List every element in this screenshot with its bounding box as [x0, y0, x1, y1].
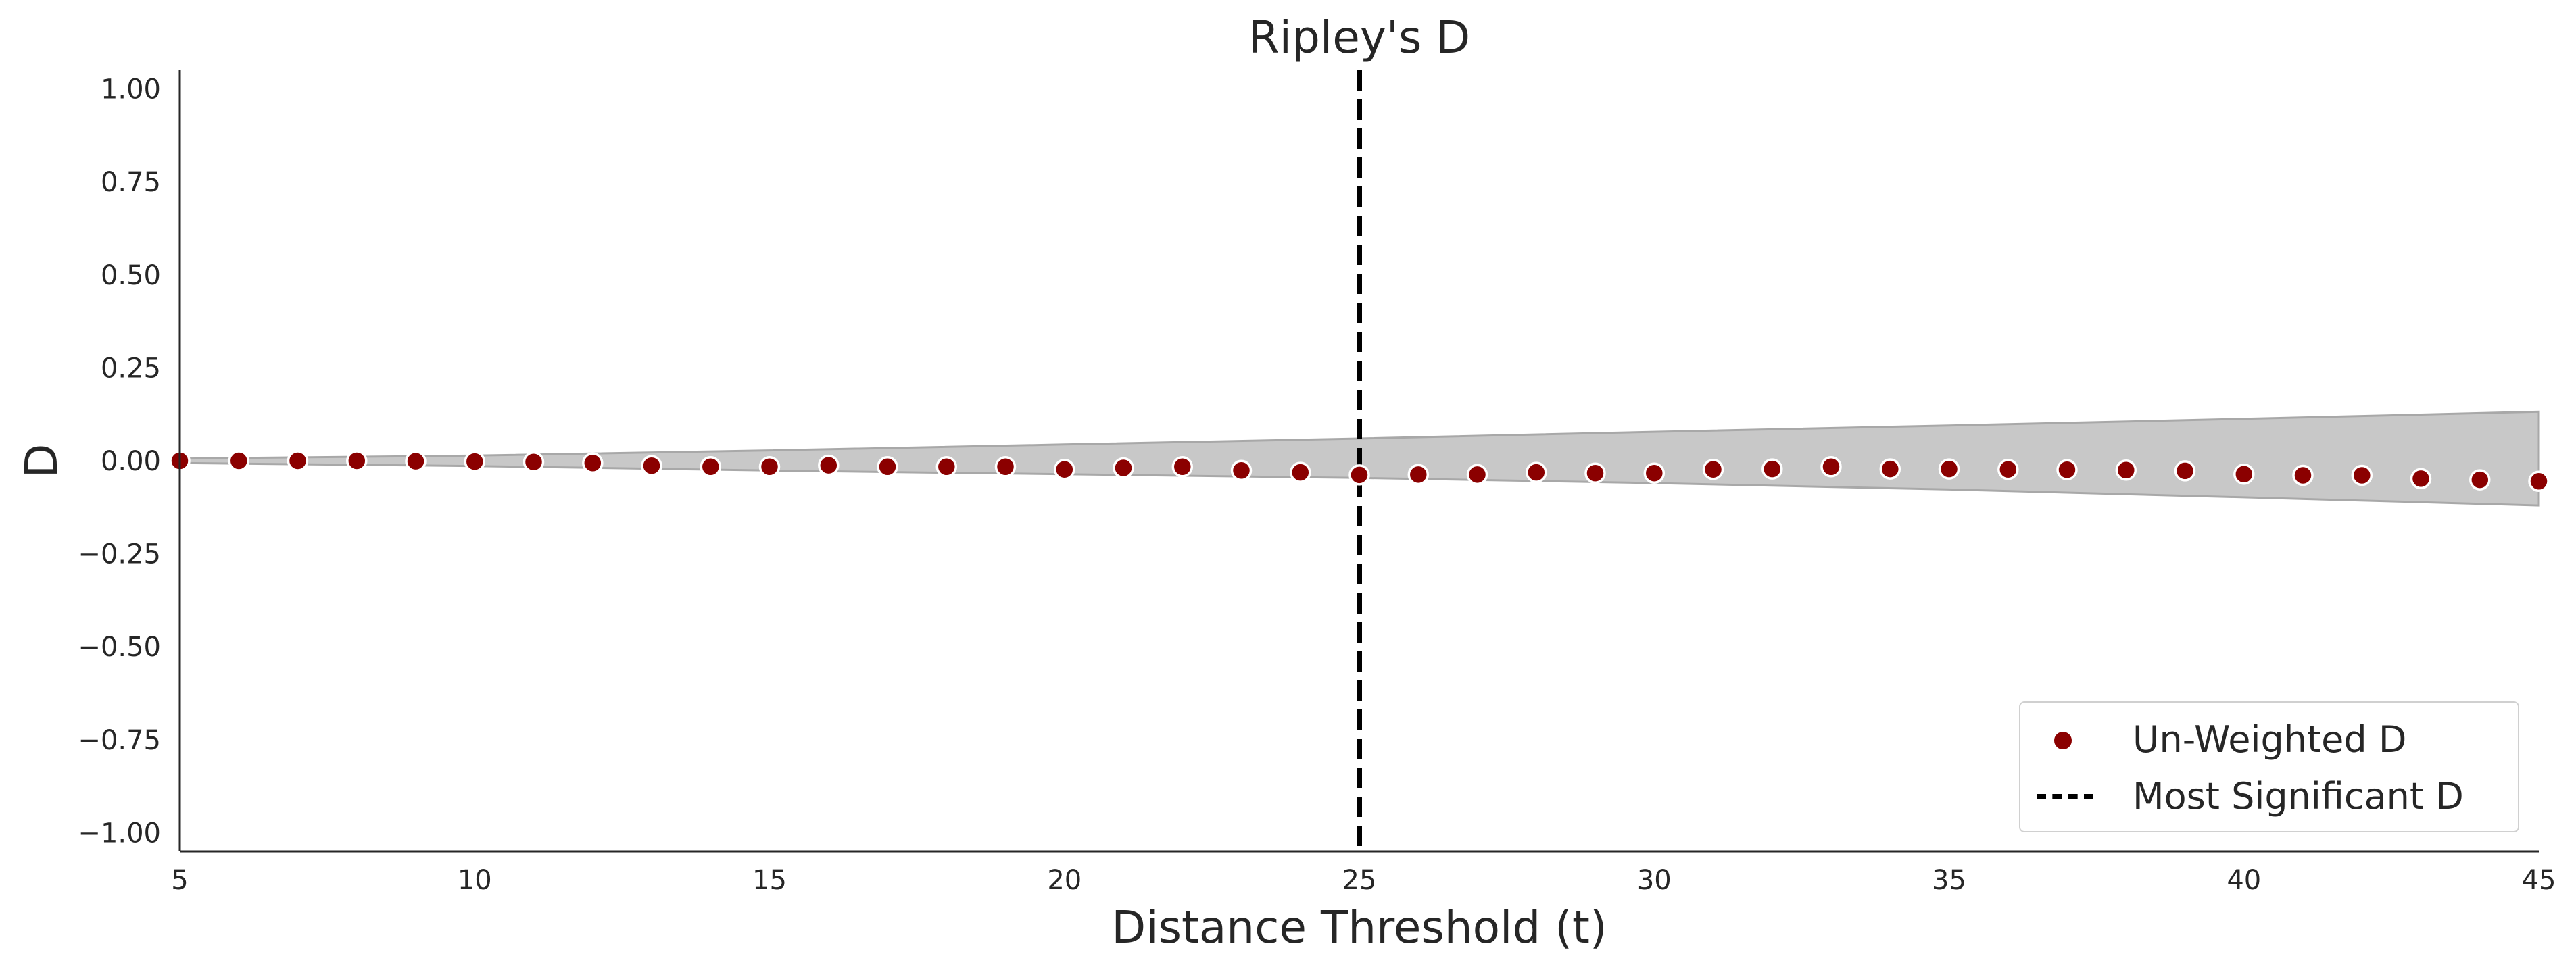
- data-point: [1938, 458, 1960, 480]
- data-point: [1584, 462, 1606, 484]
- data-point: [228, 450, 250, 472]
- data-point: [1820, 456, 1842, 478]
- y-tick-label: 0.75: [101, 167, 161, 198]
- data-point: [1113, 457, 1134, 479]
- data-point: [1230, 459, 1253, 482]
- x-tick-label: 35: [1932, 865, 1966, 896]
- data-point: [1290, 461, 1311, 483]
- x-tick-label: 20: [1047, 865, 1082, 896]
- data-point: [2292, 464, 2314, 486]
- y-tick-label: 0.25: [101, 353, 161, 384]
- legend: Un-Weighted D Most Significant D: [2019, 701, 2519, 832]
- data-point: [2351, 464, 2373, 486]
- data-point: [818, 454, 840, 476]
- data-point: [1348, 464, 1370, 486]
- data-point: [2410, 468, 2432, 490]
- x-tick-label: 15: [752, 865, 787, 896]
- ticks-layer: 5 10 15 20 25 30 35 40 45 1.00 0.75 0.50 0.25 0.00 −0.…: [78, 74, 2556, 897]
- legend-item-unweighted: Un-Weighted D: [2020, 712, 2518, 766]
- data-point: [2469, 469, 2491, 491]
- x-tick-label: 30: [1637, 865, 1672, 896]
- data-point: [935, 456, 958, 478]
- y-tick-label: −0.75: [78, 725, 161, 756]
- data-point: [758, 456, 781, 478]
- data-point: [641, 455, 662, 476]
- chart-title: Ripley's D: [1248, 11, 1470, 64]
- data-point: [1466, 464, 1488, 486]
- data-point: [464, 451, 486, 472]
- data-point: [1643, 462, 1666, 484]
- data-point: [1761, 458, 1783, 480]
- data-point: [1702, 458, 1724, 480]
- data-point: [1054, 458, 1075, 480]
- data-point: [2056, 459, 2078, 480]
- data-point: [582, 452, 604, 474]
- axes-layer: [178, 70, 2539, 853]
- data-point: [700, 456, 722, 478]
- data-point: [2528, 470, 2550, 493]
- y-tick-label: 1.00: [101, 74, 161, 105]
- data-point: [877, 456, 898, 478]
- x-tick-label: 45: [2522, 865, 2556, 896]
- data-point: [2174, 460, 2196, 482]
- data-point: [2233, 464, 2255, 485]
- legend-label-unweighted: Un-Weighted D: [2133, 718, 2407, 761]
- y-tick-label: −0.50: [78, 632, 161, 663]
- x-tick-label: 5: [171, 865, 188, 896]
- data-point: [1407, 464, 1430, 486]
- data-point: [1171, 456, 1194, 478]
- y-tick-label: 0.50: [101, 260, 161, 291]
- x-tick-label: 40: [2227, 865, 2261, 896]
- x-axis-label: Distance Threshold (t): [1111, 901, 1607, 953]
- data-point: [405, 450, 427, 472]
- x-tick-label: 25: [1342, 865, 1377, 896]
- y-tick-label: −1.00: [78, 818, 161, 849]
- data-point: [1526, 461, 1547, 483]
- x-tick-label: 10: [458, 865, 492, 896]
- data-point: [287, 450, 309, 472]
- data-point: [523, 451, 545, 473]
- y-tick-label: 0.00: [101, 446, 161, 477]
- legend-item-most-significant: Most Significant D: [2020, 769, 2518, 823]
- data-point: [1997, 458, 2019, 480]
- legend-marker-dot: [2053, 730, 2073, 751]
- data-point: [1879, 458, 1901, 480]
- data-point: [346, 450, 368, 472]
- legend-label-most-significant: Most Significant D: [2133, 774, 2464, 818]
- y-tick-label: −0.25: [78, 539, 161, 570]
- legend-marker-dashed-line: [2037, 794, 2093, 799]
- points-layer: [169, 450, 2550, 493]
- data-point: [2115, 459, 2137, 481]
- y-axis-label: D: [16, 444, 68, 478]
- data-point: [994, 456, 1017, 478]
